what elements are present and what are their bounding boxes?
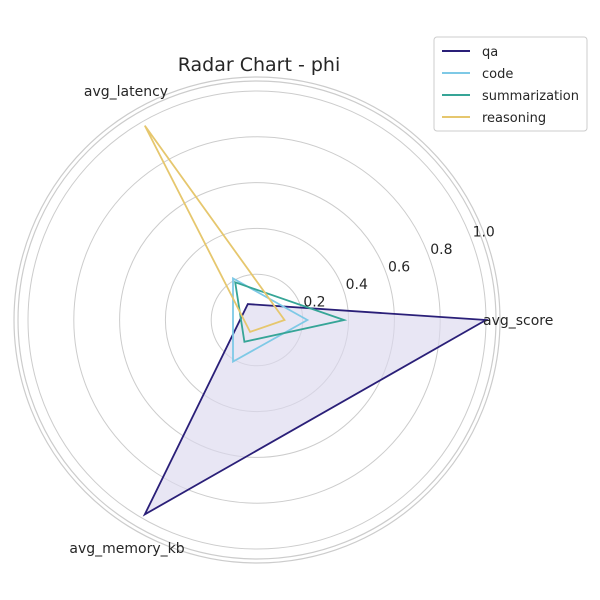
r-tick-label: 0.2 bbox=[303, 294, 325, 310]
outer-frame-circle bbox=[17, 80, 497, 560]
series-fill-qa bbox=[144, 304, 487, 515]
label-layer: 0.2 0.4 0.6 0.8 1.0 avg_score avg_latency avg_m… bbox=[69, 84, 553, 557]
series-line-qa bbox=[142, 303, 490, 517]
axis-label-avg_score: avg_score bbox=[483, 313, 553, 329]
chart-title: Radar Chart - phi bbox=[178, 54, 341, 76]
series-layer bbox=[142, 125, 490, 517]
outer-frame-circle bbox=[13, 76, 501, 564]
r-tick-label: 0.6 bbox=[388, 259, 410, 275]
legend-label-code: code bbox=[482, 67, 513, 82]
legend-label-summarization: summarization bbox=[482, 89, 579, 104]
r-tick-label: 0.8 bbox=[430, 242, 452, 258]
r-tick-label: 0.4 bbox=[346, 277, 368, 293]
legend-box bbox=[433, 36, 588, 132]
axis-label-avg_latency: avg_latency bbox=[84, 84, 168, 100]
axis-label-avg_memory_kb: avg_memory_kb bbox=[69, 541, 184, 557]
series-line-reasoning bbox=[143, 125, 286, 334]
r-tick-label: 1.0 bbox=[473, 224, 495, 240]
legend: qa code summarization reasoning bbox=[433, 36, 588, 132]
legend-label-qa: qa bbox=[482, 45, 498, 60]
legend-label-reasoning: reasoning bbox=[482, 111, 546, 126]
